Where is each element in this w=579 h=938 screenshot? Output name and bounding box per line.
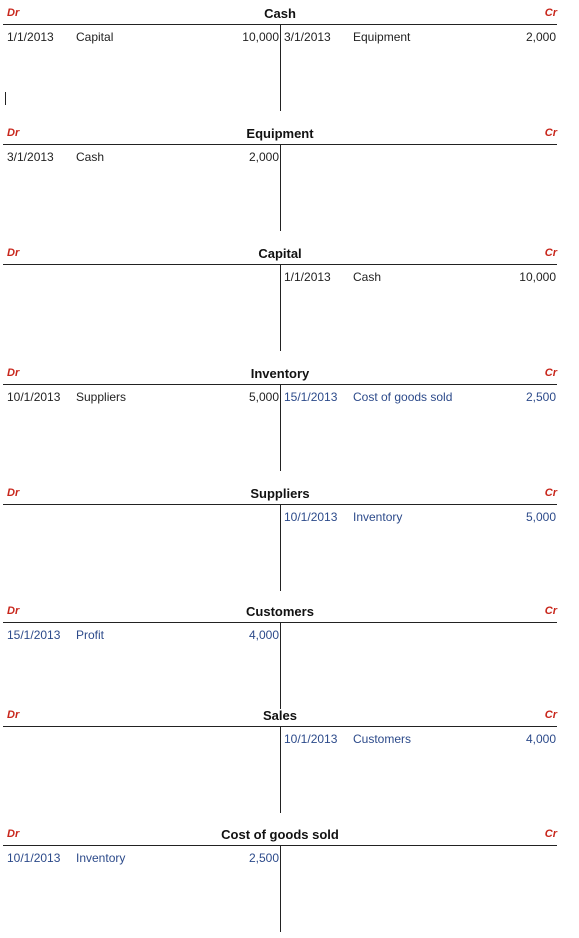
t-account-vertical-rule [280,846,281,932]
t-account-horizontal-rule [3,622,557,623]
t-account-horizontal-rule [3,144,557,145]
debit-label: Dr [7,487,20,499]
t-account-horizontal-rule [3,384,557,385]
credit-entry-date: 15/1/2013 [284,390,338,404]
t-account-horizontal-rule [3,504,557,505]
text-cursor [5,92,6,105]
debit-entry-date: 10/1/2013 [7,851,61,865]
account-title: Customers [246,604,314,619]
t-account-vertical-rule [280,25,281,111]
debit-label: Dr [7,127,20,139]
debit-label: Dr [7,709,20,721]
t-account-vertical-rule [280,145,281,231]
account-title: Suppliers [250,486,310,501]
ledger-account: Dr Suppliers Cr 10/1/2013 Inventory 5,000 [0,486,579,597]
account-title: Cost of goods sold [221,827,339,842]
debit-entry-description: Suppliers [76,390,127,404]
credit-label: Cr [544,247,557,259]
debit-entry-description: Cash [76,150,105,164]
ledger-account: Dr Capital Cr 1/1/2013 Cash 10,000 [0,246,579,357]
t-account-vertical-rule [280,385,281,471]
credit-entry-date: 10/1/2013 [284,510,338,524]
debit-entry-amount: 2,000 [248,150,279,164]
credit-entry-amount: 2,500 [525,390,556,404]
t-account-vertical-rule [280,727,281,813]
credit-label: Cr [544,127,557,139]
credit-label: Cr [544,828,557,840]
credit-entry-date: 3/1/2013 [284,30,331,44]
ledger-account: Dr Customers Cr 15/1/2013 Profit 4,000 [0,604,579,715]
t-account-vertical-rule [280,265,281,351]
credit-entry-description: Inventory [353,510,403,524]
credit-label: Cr [544,605,557,617]
credit-entry-description: Customers [353,732,412,746]
debit-entry-amount: 5,000 [248,390,279,404]
credit-entry-date: 10/1/2013 [284,732,338,746]
debit-entry-date: 10/1/2013 [7,390,61,404]
debit-entry-date: 3/1/2013 [7,150,54,164]
debit-label: Dr [7,605,20,617]
account-title: Equipment [246,126,314,141]
debit-entry-date: 15/1/2013 [7,628,61,642]
debit-label: Dr [7,7,20,19]
ledger-account: Dr Cash Cr 1/1/2013 Capital 10,000 3/1/2013 Equ… [0,6,579,117]
credit-entry-description: Cash [353,270,382,284]
debit-entry-description: Inventory [76,851,126,865]
debit-label: Dr [7,828,20,840]
account-title: Inventory [250,366,310,381]
ledger-account: Dr Sales Cr 10/1/2013 Customers 4,000 [0,708,579,819]
debit-label: Dr [7,367,20,379]
account-title: Cash [264,6,296,21]
debit-entry-amount: 10,000 [242,30,279,44]
credit-entry-amount: 5,000 [525,510,556,524]
debit-entry-description: Capital [76,30,114,44]
credit-entry-amount: 4,000 [525,732,556,746]
credit-entry-date: 1/1/2013 [284,270,331,284]
credit-label: Cr [544,7,557,19]
credit-entry-description: Equipment [353,30,411,44]
t-account-horizontal-rule [3,24,557,25]
credit-entry-amount: 10,000 [519,270,556,284]
ledger-account: Dr Equipment Cr 3/1/2013 Cash 2,000 [0,126,579,237]
credit-label: Cr [544,709,557,721]
account-title: Capital [258,246,302,261]
credit-label: Cr [544,367,557,379]
ledger-account: Dr Inventory Cr 10/1/2013 Suppliers 5,000 15/1… [0,366,579,477]
debit-entry-date: 1/1/2013 [7,30,54,44]
t-account-horizontal-rule [3,845,557,846]
debit-entry-description: Profit [76,628,105,642]
t-account-horizontal-rule [3,726,557,727]
ledger-account: Dr Cost of goods sold Cr 10/1/2013 Inventory… [0,827,579,938]
t-account-horizontal-rule [3,264,557,265]
t-account-vertical-rule [280,623,281,709]
credit-entry-amount: 2,000 [525,30,556,44]
debit-entry-amount: 2,500 [248,851,279,865]
t-account-vertical-rule [280,505,281,591]
debit-entry-amount: 4,000 [248,628,279,642]
credit-entry-description: Cost of goods sold [353,390,453,404]
debit-label: Dr [7,247,20,259]
credit-label: Cr [544,487,557,499]
account-title: Sales [263,708,297,723]
